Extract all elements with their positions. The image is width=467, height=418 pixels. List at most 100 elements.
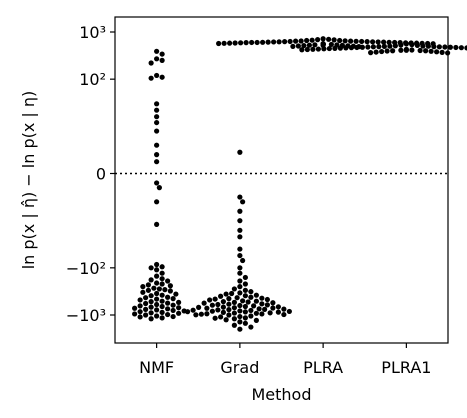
data-point-plra [348, 38, 354, 44]
data-point-grad [259, 301, 265, 307]
data-point-plra [326, 36, 332, 42]
data-point-plra [328, 41, 334, 48]
data-point-plra [232, 40, 238, 46]
data-point-plra [301, 42, 307, 49]
data-point-plra1 [447, 44, 453, 50]
data-point-grad [231, 310, 237, 316]
data-point-nmf [154, 180, 160, 186]
data-point-plra1 [453, 44, 459, 51]
data-point-nmf [143, 295, 149, 301]
data-point-grad [237, 313, 243, 320]
data-point-grad [226, 301, 232, 307]
data-point-grad [281, 306, 287, 312]
x-tick-label: NMF [139, 358, 174, 377]
data-point-plra1 [370, 44, 376, 50]
data-point-nmf [148, 293, 154, 299]
data-point-nmf [176, 299, 182, 305]
data-point-nmf [154, 56, 160, 62]
data-point-plra [227, 40, 233, 46]
data-point-grad [242, 303, 248, 310]
data-point-nmf [140, 284, 146, 290]
data-point-nmf [165, 311, 171, 318]
data-point-plra1 [354, 44, 360, 51]
data-point-plra1 [436, 44, 442, 50]
data-point-nmf [137, 314, 143, 320]
data-point-nmf [159, 315, 165, 321]
data-point-plra [342, 38, 348, 44]
data-point-nmf [154, 221, 160, 228]
data-point-grad [215, 301, 221, 308]
data-point-grad [240, 298, 246, 304]
data-point-plra1 [384, 48, 390, 54]
data-point-grad [242, 320, 248, 326]
data-point-grad [218, 314, 224, 320]
data-point-nmf [159, 292, 165, 298]
data-point-plra [320, 36, 326, 42]
data-point-plra [370, 39, 376, 45]
y-axis-label: ln p(x | η̂) − ln p(x | η) [19, 91, 38, 270]
data-point-grad [226, 307, 232, 313]
data-point-grad [237, 319, 243, 325]
data-point-grad [231, 322, 237, 328]
data-point-plra1 [398, 42, 404, 48]
data-point-grad [245, 299, 251, 305]
data-point-plra1 [359, 44, 365, 50]
data-point-grad [237, 265, 243, 271]
data-point-nmf [145, 282, 151, 288]
data-point-nmf [167, 283, 173, 289]
data-point-grad [209, 302, 215, 308]
data-point-plra1 [398, 47, 404, 53]
data-point-plra1 [464, 45, 467, 51]
data-point-plra [364, 39, 370, 45]
data-point-grad [215, 307, 221, 313]
data-point-grad [226, 312, 232, 318]
data-point-plra1 [392, 43, 398, 49]
data-point-plra [238, 40, 244, 46]
data-point-plra1 [379, 48, 385, 55]
data-point-nmf [154, 199, 160, 205]
data-point-plra1 [409, 47, 415, 53]
y-tick-label: −10³ [66, 306, 106, 325]
data-point-nmf [148, 304, 154, 310]
data-point-grad [229, 290, 235, 297]
data-point-plra1 [299, 47, 305, 53]
data-point-nmf [159, 264, 165, 270]
data-point-grad [240, 257, 246, 264]
data-point-plra [359, 38, 365, 45]
data-point-nmf [148, 75, 154, 81]
x-tick-label: Grad [220, 358, 259, 377]
data-point-nmf [148, 316, 154, 322]
data-point-nmf [170, 296, 176, 302]
data-point-nmf [132, 305, 138, 311]
data-point-nmf [148, 299, 154, 305]
data-point-grad [267, 310, 273, 316]
data-point-grad [220, 304, 226, 310]
data-point-nmf [165, 278, 171, 284]
data-point-nmf [154, 301, 160, 308]
data-point-plra [295, 43, 301, 49]
data-point-plra [304, 37, 310, 44]
data-point-plra1 [425, 43, 431, 49]
data-point-nmf [154, 159, 160, 165]
data-point-nmf [159, 74, 165, 80]
data-point-plra [271, 39, 277, 45]
data-point-grad [212, 296, 218, 302]
data-point-grad [253, 292, 259, 298]
data-point-plra [290, 43, 296, 50]
data-point-plra1 [326, 45, 332, 52]
data-point-nmf [137, 297, 143, 303]
data-point-grad [237, 270, 243, 276]
data-point-grad [237, 194, 243, 200]
data-point-grad [264, 296, 270, 303]
data-point-plra1 [442, 44, 448, 50]
data-point-nmf [154, 101, 160, 107]
data-point-plra [221, 40, 227, 46]
data-point-grad [253, 317, 259, 323]
data-point-nmf [173, 291, 179, 297]
data-point-grad [218, 293, 224, 299]
data-point-grad [226, 296, 232, 302]
data-point-plra1 [304, 46, 310, 53]
data-point-plra1 [403, 41, 409, 47]
data-point-nmf [154, 307, 160, 313]
data-point-nmf [156, 185, 162, 191]
